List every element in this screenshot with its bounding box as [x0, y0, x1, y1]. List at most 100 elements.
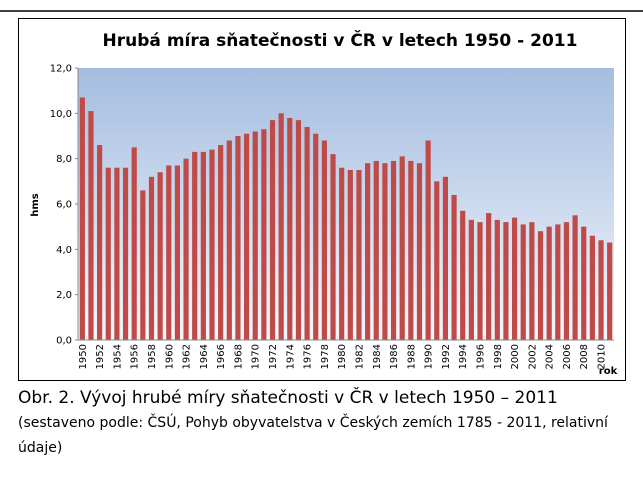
bar: [97, 145, 103, 340]
bar: [537, 231, 544, 340]
x-tick-label: 1968: [233, 344, 244, 369]
bar: [287, 117, 293, 340]
y-tick-label: 12,0: [50, 64, 72, 75]
bar: [174, 165, 181, 340]
y-tick-label: 2,0: [56, 290, 72, 301]
bar: [503, 222, 509, 340]
chart: Hrubá míra sňatečnosti v ČR v letech 195…: [0, 10, 643, 381]
x-tick-label: 1988: [406, 344, 417, 369]
x-tick-label: 1970: [251, 344, 262, 369]
x-tick-label: 1976: [303, 344, 314, 369]
y-tick-label: 0,0: [56, 336, 72, 347]
bar: [278, 113, 284, 340]
bar: [347, 170, 353, 340]
x-axis-label: rok: [599, 366, 618, 377]
bar: [209, 149, 215, 340]
bar: [243, 133, 250, 340]
bar: [520, 224, 526, 340]
y-tick-label: 6,0: [56, 200, 72, 211]
bar: [468, 219, 474, 340]
bar: [477, 222, 483, 340]
x-tick-label: 1996: [476, 344, 487, 369]
bar: [460, 210, 466, 340]
bar: [589, 235, 595, 340]
bar: [356, 170, 362, 340]
bar: [166, 165, 172, 340]
x-tick-label: 1964: [199, 344, 210, 369]
bar: [321, 140, 327, 340]
x-tick-label: 2008: [579, 344, 590, 369]
bar: [252, 131, 258, 340]
bar: [382, 163, 388, 340]
bar: [226, 140, 232, 340]
bar: [365, 163, 371, 340]
x-tick-label: 2010: [597, 344, 608, 369]
bar: [79, 97, 85, 340]
bar: [486, 213, 492, 340]
x-tick-label: 1980: [337, 344, 348, 369]
caption-main: Obr. 2. Vývoj hrubé míry sňatečnosti v Č…: [18, 388, 558, 408]
bar: [511, 217, 518, 340]
x-tick-label: 1978: [320, 344, 331, 369]
bar: [425, 140, 431, 340]
x-tick-label: 1992: [441, 344, 452, 369]
x-tick-label: 1962: [182, 344, 193, 369]
caption: Obr. 2. Vývoj hrubé míry sňatečnosti v Č…: [18, 386, 628, 460]
bar: [494, 219, 500, 340]
x-tick-label: 1984: [372, 344, 383, 369]
x-tick-label: 1972: [268, 344, 279, 369]
y-tick-label: 4,0: [56, 245, 72, 256]
bar: [399, 156, 405, 340]
bar: [339, 167, 345, 340]
x-tick-label: 1982: [354, 344, 365, 369]
x-tick-label: 2002: [527, 344, 538, 369]
bar: [442, 176, 449, 340]
bar: [581, 226, 587, 340]
bar: [261, 129, 267, 340]
bar: [546, 226, 552, 340]
bar: [304, 126, 310, 340]
bar: [572, 215, 578, 340]
bar: [157, 172, 163, 340]
caption-source: (sestaveno podle: ČSÚ, Pohyb obyvatelstv…: [18, 415, 608, 456]
bar: [200, 151, 206, 340]
x-tick-label: 1986: [389, 344, 400, 369]
bar: [313, 133, 319, 340]
x-tick-label: 1950: [78, 344, 89, 369]
x-tick-label: 2000: [510, 344, 521, 369]
x-tick-label: 1990: [424, 344, 435, 369]
y-tick-label: 8,0: [56, 154, 72, 165]
bar: [183, 158, 189, 340]
bar: [295, 120, 302, 340]
bar: [235, 136, 241, 340]
bar: [451, 194, 457, 340]
bar: [555, 224, 561, 340]
bar: [408, 160, 414, 340]
bar: [416, 163, 423, 340]
x-tick-label: 1952: [95, 344, 106, 369]
bar: [131, 147, 137, 340]
bar: [122, 167, 129, 340]
bar: [330, 154, 336, 340]
bar: [434, 181, 440, 340]
y-axis-label: hms: [30, 193, 41, 217]
x-tick-label: 1960: [164, 344, 175, 369]
bar: [269, 120, 276, 340]
chart-title: Hrubá míra sňatečnosti v ČR v letech 195…: [103, 29, 578, 51]
bar: [114, 167, 120, 340]
x-tick-label: 1974: [285, 344, 296, 369]
bar: [373, 160, 379, 340]
x-tick-label: 1966: [216, 344, 227, 369]
bar: [140, 190, 146, 340]
bar: [192, 151, 198, 340]
x-tick-label: 1956: [130, 344, 141, 369]
x-tick-label: 2004: [545, 344, 556, 369]
y-tick-label: 10,0: [50, 109, 72, 120]
bar: [529, 222, 535, 340]
bar: [390, 160, 397, 340]
x-tick-label: 1994: [458, 344, 469, 369]
bar: [105, 167, 111, 340]
x-tick-label: 2006: [562, 344, 573, 369]
x-tick-label: 1954: [112, 344, 123, 369]
